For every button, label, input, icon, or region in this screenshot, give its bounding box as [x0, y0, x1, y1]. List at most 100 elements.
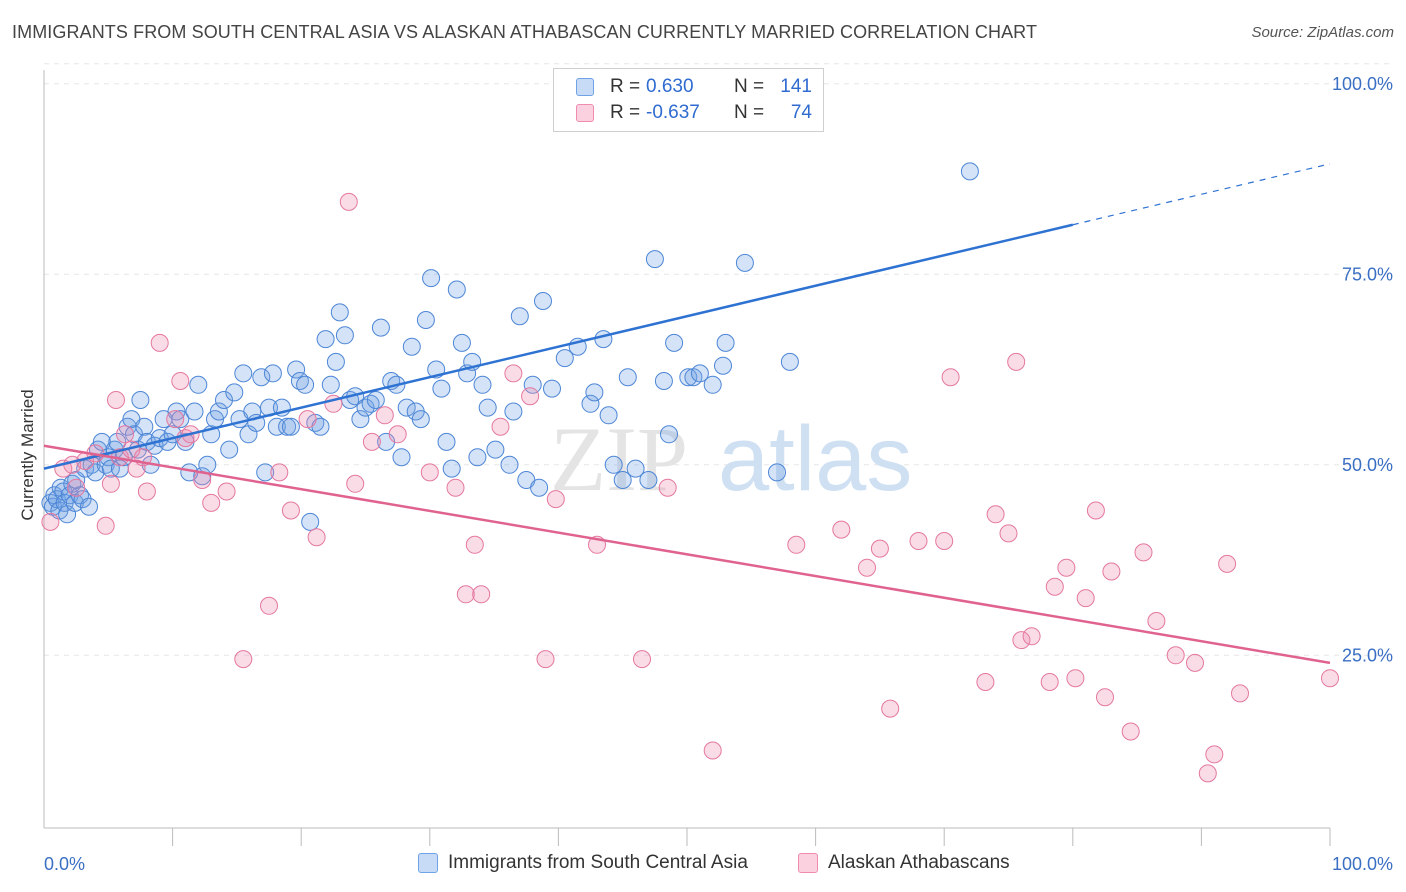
data-point — [604, 455, 623, 474]
legend-item-south-central-asia: Immigrants from South Central Asia — [418, 852, 748, 874]
data-point — [131, 391, 150, 409]
legend-swatch-blue — [418, 853, 438, 873]
data-point — [665, 333, 684, 352]
x-tick-label-min: 0.0% — [44, 854, 85, 874]
data-point — [287, 360, 306, 379]
series-legend: Immigrants from South Central Asia Alask… — [0, 852, 1406, 878]
legend-n-value: 141 — [780, 76, 812, 97]
data-point — [116, 425, 134, 444]
data-point — [679, 368, 698, 387]
legend-swatch-blue — [576, 78, 594, 96]
data-point — [260, 596, 278, 615]
data-point — [217, 482, 236, 501]
data-point — [234, 364, 253, 383]
data-point — [654, 372, 673, 390]
trend-line-extension — [1072, 163, 1331, 226]
data-point — [1205, 745, 1224, 764]
data-point — [523, 375, 542, 394]
data-point — [468, 448, 487, 467]
data-point — [263, 364, 282, 383]
legend-r-value: 0.630 — [646, 76, 694, 97]
data-point — [388, 425, 407, 444]
data-point — [870, 539, 889, 558]
x-ticks — [172, 828, 1331, 846]
data-point — [326, 352, 345, 371]
data-point — [633, 650, 651, 669]
data-point — [316, 330, 335, 349]
legend-n-label: N = — [734, 76, 765, 97]
data-point — [220, 440, 239, 459]
watermark-zip: ZIP — [550, 408, 688, 510]
source-label: Source: ZipAtlas.com — [1251, 24, 1394, 41]
data-point — [1012, 631, 1031, 650]
data-point — [411, 410, 430, 429]
data-point — [465, 535, 484, 554]
data-point — [416, 311, 435, 329]
data-point — [256, 463, 275, 482]
stats-legend: R = 0.630 N = 141 R = -0.637 N = 74 — [553, 68, 824, 132]
data-point — [96, 516, 115, 535]
data-point — [225, 383, 244, 402]
legend-label: Alaskan Athabascans — [828, 852, 1010, 873]
watermark: ZIP atlas — [550, 408, 912, 510]
data-point — [215, 391, 233, 409]
legend-swatch-pink — [576, 104, 594, 122]
data-point — [402, 337, 421, 356]
data-point — [202, 493, 221, 512]
data-point — [296, 375, 315, 394]
legend-n-label: N = — [734, 102, 765, 123]
data-point — [510, 307, 529, 326]
data-point — [473, 375, 492, 394]
data-point — [397, 398, 416, 417]
legend-item-alaskan-athabascans: Alaskan Athabascans — [798, 852, 1010, 874]
data-point — [366, 391, 385, 409]
data-point — [599, 406, 618, 425]
data-point — [504, 364, 523, 383]
data-point — [832, 520, 851, 539]
data-point — [536, 650, 555, 669]
data-point — [645, 250, 664, 269]
data-point — [660, 425, 678, 444]
data-point — [307, 528, 326, 547]
series-south-central-asia — [41, 162, 979, 531]
data-point — [941, 368, 960, 387]
data-point — [422, 269, 441, 288]
y-tick-labels: 25.0% 50.0% 75.0% 100.0% — [1332, 74, 1393, 665]
data-point — [555, 349, 574, 368]
legend-row-blue: R = 0.630 N = 141 — [576, 75, 812, 99]
data-point — [1134, 543, 1153, 562]
data-point — [281, 417, 300, 436]
data-point — [986, 505, 1005, 524]
data-point — [101, 474, 120, 493]
data-point — [858, 558, 876, 577]
data-point — [437, 432, 456, 451]
data-point — [371, 318, 390, 337]
data-point — [432, 379, 451, 398]
data-point — [375, 406, 394, 425]
data-point — [298, 410, 317, 429]
data-point — [420, 463, 439, 482]
data-point — [281, 501, 300, 520]
data-point — [530, 478, 549, 497]
y-tick-label: 25.0% — [1342, 645, 1393, 665]
data-point — [73, 490, 92, 509]
data-point — [787, 535, 806, 554]
legend-n-value: 74 — [790, 102, 812, 123]
data-point — [581, 394, 600, 413]
legend-r-value: -0.637 — [646, 102, 700, 123]
data-point — [267, 417, 286, 436]
data-point — [198, 455, 217, 474]
data-point — [1121, 722, 1140, 741]
y-tick-label: 75.0% — [1342, 264, 1393, 284]
data-point — [1096, 688, 1114, 707]
data-point — [585, 383, 604, 402]
data-point — [478, 398, 497, 417]
data-point — [658, 478, 677, 497]
legend-r-label: R = — [610, 102, 641, 123]
data-point — [780, 352, 799, 371]
data-point — [626, 459, 645, 478]
data-point — [80, 497, 98, 516]
y-tick-label: 100.0% — [1332, 74, 1393, 94]
data-point — [472, 585, 491, 604]
